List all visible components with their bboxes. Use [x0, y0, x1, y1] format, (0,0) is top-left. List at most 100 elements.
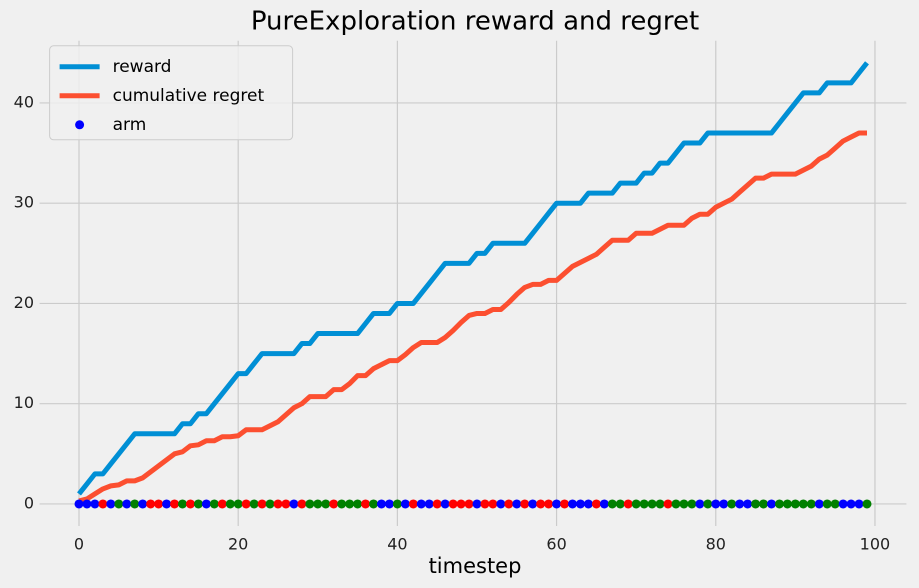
- point: [735, 499, 745, 509]
- point: [98, 499, 108, 509]
- point: [416, 499, 426, 509]
- point: [727, 499, 737, 509]
- point: [345, 499, 355, 509]
- point: [369, 499, 379, 509]
- x-tick-label: 60: [546, 535, 566, 554]
- point: [146, 499, 156, 509]
- point: [496, 499, 506, 509]
- point: [257, 499, 267, 509]
- point: [830, 499, 840, 509]
- point: [440, 499, 450, 509]
- point: [177, 499, 187, 509]
- point: [106, 499, 116, 509]
- y-tick-label: 30: [14, 193, 34, 212]
- point: [671, 499, 681, 509]
- point: [74, 499, 84, 509]
- point: [162, 499, 172, 509]
- point: [639, 499, 649, 509]
- point: [822, 499, 832, 509]
- point: [567, 499, 577, 509]
- point: [305, 499, 315, 509]
- point: [384, 499, 394, 509]
- point: [774, 499, 784, 509]
- point: [838, 499, 848, 509]
- plot: [74, 61, 872, 509]
- point: [536, 499, 546, 509]
- point: [687, 499, 697, 509]
- point: [552, 499, 562, 509]
- point: [337, 499, 347, 509]
- point: [806, 499, 816, 509]
- point: [599, 499, 609, 509]
- point: [281, 499, 291, 509]
- point: [719, 499, 729, 509]
- legend-marker: [75, 120, 85, 130]
- point: [185, 499, 195, 509]
- point: [862, 499, 872, 509]
- point: [544, 499, 554, 509]
- point: [273, 499, 283, 509]
- point: [392, 499, 402, 509]
- point: [766, 499, 776, 509]
- point: [122, 499, 132, 509]
- point: [130, 499, 140, 509]
- chart-title: PureExploration reward and regret: [251, 7, 699, 37]
- point: [703, 499, 713, 509]
- point: [814, 499, 824, 509]
- point: [209, 499, 219, 509]
- y-tick-label: 20: [14, 293, 34, 312]
- y-tick-label: 0: [24, 493, 34, 512]
- point: [583, 499, 593, 509]
- x-axis-label: timestep: [429, 554, 522, 578]
- point: [560, 499, 570, 509]
- point: [456, 499, 466, 509]
- point: [520, 499, 530, 509]
- point: [432, 499, 442, 509]
- point: [504, 499, 514, 509]
- point: [201, 499, 211, 509]
- legend: reward cumulative regret arm: [49, 45, 294, 141]
- point: [512, 499, 522, 509]
- point: [782, 499, 792, 509]
- point: [615, 499, 625, 509]
- point: [249, 499, 259, 509]
- point: [376, 499, 386, 509]
- line: [77, 61, 869, 496]
- point: [759, 499, 769, 509]
- point: [663, 499, 673, 509]
- point: [114, 499, 124, 509]
- point: [241, 499, 251, 509]
- point: [400, 499, 410, 509]
- point: [679, 499, 689, 509]
- x-tick-label: 40: [387, 535, 407, 554]
- point: [353, 499, 363, 509]
- point: [329, 499, 339, 509]
- point: [82, 499, 92, 509]
- y-tick-label: 10: [14, 393, 34, 412]
- point: [138, 499, 148, 509]
- point: [154, 499, 164, 509]
- x-tick-label: 80: [706, 535, 726, 554]
- point: [170, 499, 180, 509]
- point: [846, 499, 856, 509]
- point: [233, 499, 243, 509]
- x-tick-label: 20: [228, 535, 248, 554]
- point: [631, 499, 641, 509]
- point: [790, 499, 800, 509]
- point: [575, 499, 585, 509]
- point: [695, 499, 705, 509]
- point: [313, 499, 323, 509]
- point: [217, 499, 227, 509]
- point: [528, 499, 538, 509]
- x-tick-label: 100: [860, 535, 891, 554]
- point: [751, 499, 761, 509]
- point: [424, 499, 434, 509]
- point: [854, 499, 864, 509]
- point: [488, 499, 498, 509]
- point: [464, 499, 474, 509]
- point: [647, 499, 657, 509]
- point: [321, 499, 331, 509]
- legend-label: cumulative regret: [113, 86, 265, 106]
